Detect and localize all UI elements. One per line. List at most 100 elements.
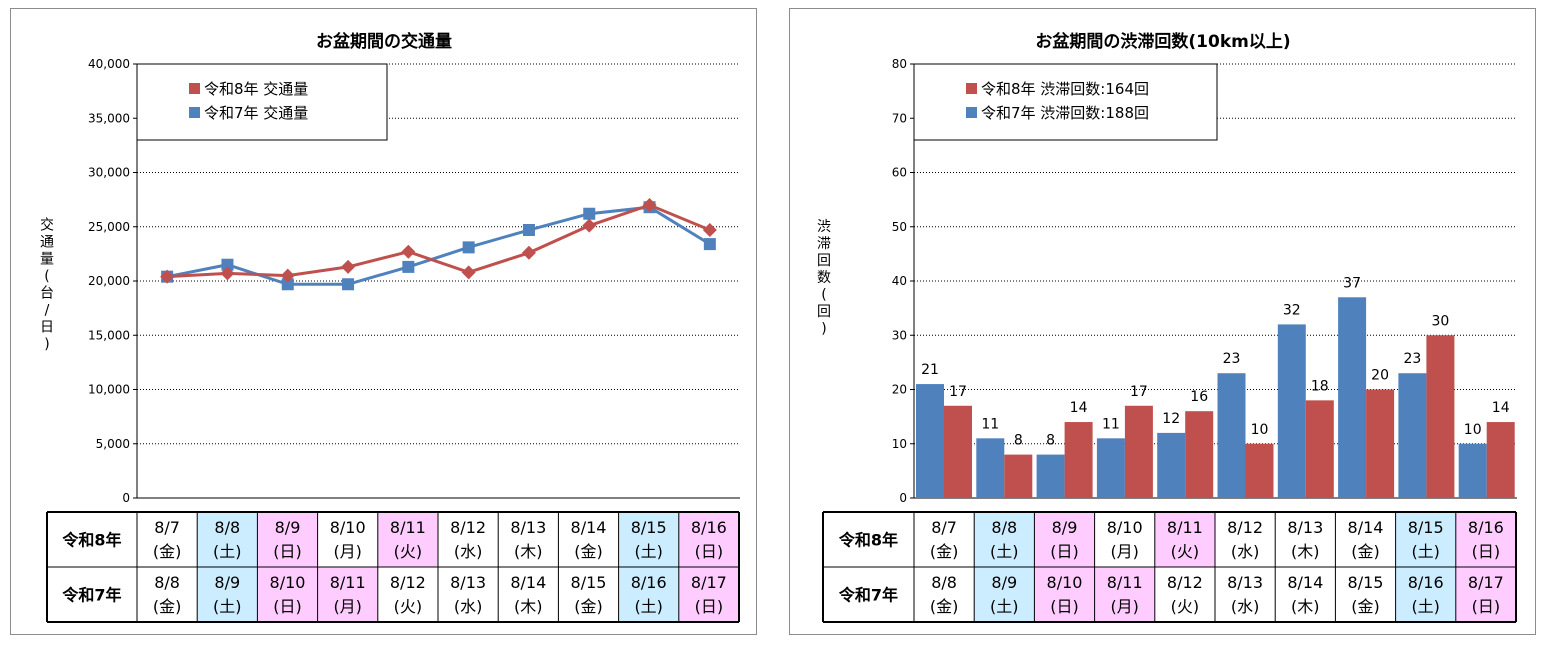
bar-r7 bbox=[1277, 324, 1306, 498]
table-cell-day: (日) bbox=[1050, 597, 1079, 616]
table-cell-date: 8/11 bbox=[390, 518, 426, 537]
y-axis-title-char: 交 bbox=[40, 217, 54, 234]
table-cell-day: (日) bbox=[273, 542, 302, 561]
data-label-r8: 16 bbox=[1190, 389, 1208, 405]
table-cell bbox=[438, 512, 499, 567]
table-cell bbox=[1455, 512, 1516, 567]
y-tick-label: 20 bbox=[892, 383, 907, 397]
table-cell-date: 8/13 bbox=[1287, 518, 1323, 537]
y-tick-label: 70 bbox=[892, 111, 907, 125]
table-cell-date: 8/13 bbox=[450, 573, 486, 592]
table-cell bbox=[914, 512, 975, 567]
bar-r7 bbox=[1157, 432, 1186, 498]
data-point-square bbox=[221, 258, 234, 271]
table-cell-day: (日) bbox=[273, 597, 302, 616]
y-axis-title-char: 通 bbox=[40, 235, 54, 251]
table-cell bbox=[257, 567, 318, 622]
table-cell-day: (金) bbox=[574, 597, 603, 616]
y-tick-label: 0 bbox=[122, 491, 130, 505]
table-cell-day: (木) bbox=[1291, 597, 1320, 616]
data-point-diamond bbox=[280, 268, 295, 283]
table-cell-day: (土) bbox=[990, 597, 1019, 616]
y-axis-title-char: ) bbox=[821, 321, 826, 337]
table-cell-day: (日) bbox=[1472, 597, 1501, 616]
table-cell-date: 8/14 bbox=[571, 518, 607, 537]
table-cell-date: 8/9 bbox=[214, 573, 240, 592]
table-cell-day: (金) bbox=[1351, 542, 1380, 561]
table-cell-date: 8/11 bbox=[330, 573, 366, 592]
bar-r7 bbox=[1458, 443, 1487, 498]
data-label-r8: 10 bbox=[1251, 422, 1269, 438]
y-tick-label: 35,000 bbox=[88, 111, 130, 125]
bar-r7 bbox=[1096, 438, 1125, 498]
table-cell bbox=[438, 567, 499, 622]
bar-r8 bbox=[1486, 422, 1515, 498]
table-cell-date: 8/10 bbox=[270, 573, 306, 592]
y-tick-label: 40,000 bbox=[88, 57, 130, 71]
table-row-header: 令和8年 bbox=[838, 531, 898, 550]
table-cell-day: (土) bbox=[1411, 597, 1440, 616]
table-cell-day: (日) bbox=[695, 542, 724, 561]
table-cell-day: (金) bbox=[153, 542, 182, 561]
table-cell-day: (月) bbox=[1110, 542, 1139, 561]
data-label-r7: 12 bbox=[1162, 411, 1180, 427]
data-point-diamond bbox=[461, 265, 476, 280]
table-cell bbox=[974, 512, 1035, 567]
table-cell-date: 8/12 bbox=[390, 573, 426, 592]
table-cell bbox=[1034, 512, 1095, 567]
y-tick-label: 25,000 bbox=[88, 220, 130, 234]
y-axis-title-char: 渋 bbox=[817, 219, 831, 235]
data-label-r8: 18 bbox=[1311, 378, 1329, 394]
y-tick-label: 60 bbox=[892, 166, 907, 180]
table-cell bbox=[1215, 512, 1276, 567]
y-tick-label: 30,000 bbox=[88, 166, 130, 180]
table-cell bbox=[1335, 567, 1396, 622]
y-tick-label: 10 bbox=[892, 437, 907, 451]
y-axis-title-char: / bbox=[45, 303, 50, 319]
table-cell-day: (月) bbox=[1110, 597, 1139, 616]
data-label-r8: 14 bbox=[1492, 400, 1510, 416]
bar-r8 bbox=[1245, 443, 1274, 498]
data-label-r8: 17 bbox=[949, 384, 967, 400]
data-label-r8: 17 bbox=[1130, 384, 1148, 400]
y-tick-label: 80 bbox=[892, 57, 907, 71]
data-point-diamond bbox=[521, 245, 536, 260]
bar-r7 bbox=[1338, 297, 1367, 498]
data-label-r8: 8 bbox=[1014, 433, 1023, 449]
table-cell bbox=[1094, 512, 1155, 567]
bar-r8 bbox=[1124, 405, 1153, 498]
bar-r8 bbox=[1185, 411, 1214, 498]
table-cell-date: 8/12 bbox=[1167, 573, 1203, 592]
table-cell bbox=[137, 512, 198, 567]
bar-r7 bbox=[916, 384, 944, 498]
table-cell-date: 8/11 bbox=[1167, 518, 1203, 537]
table-cell-date: 8/16 bbox=[1408, 573, 1444, 592]
table-cell-day: (火) bbox=[1171, 542, 1200, 561]
table-cell bbox=[377, 567, 438, 622]
table-cell-day: (金) bbox=[1351, 597, 1380, 616]
data-label-r7: 23 bbox=[1223, 351, 1241, 367]
y-tick-label: 20,000 bbox=[88, 274, 130, 288]
table-cell-date: 8/16 bbox=[1468, 518, 1504, 537]
table-cell-day: (土) bbox=[1411, 542, 1440, 561]
table-cell bbox=[1455, 567, 1516, 622]
table-cell-date: 8/14 bbox=[510, 573, 546, 592]
table-cell-date: 8/12 bbox=[1227, 518, 1263, 537]
table-cell-date: 8/17 bbox=[1468, 573, 1504, 592]
legend-label: 令和7年 交通量 bbox=[204, 104, 308, 122]
table-cell-date: 8/10 bbox=[1107, 518, 1143, 537]
table-cell bbox=[678, 567, 739, 622]
data-label-r7: 10 bbox=[1464, 422, 1482, 438]
data-point-diamond bbox=[220, 266, 235, 281]
table-cell-day: (水) bbox=[454, 542, 483, 561]
table-cell-day: (水) bbox=[1231, 597, 1260, 616]
table-cell-date: 8/13 bbox=[1227, 573, 1263, 592]
table-cell bbox=[1034, 567, 1095, 622]
data-point-diamond bbox=[702, 223, 717, 238]
bar-r8 bbox=[1064, 422, 1093, 498]
table-cell bbox=[498, 512, 559, 567]
table-cell bbox=[377, 512, 438, 567]
y-axis-title-char: 数 bbox=[817, 270, 831, 286]
table-cell bbox=[1395, 567, 1456, 622]
y-axis-title-char: 日 bbox=[40, 320, 54, 336]
